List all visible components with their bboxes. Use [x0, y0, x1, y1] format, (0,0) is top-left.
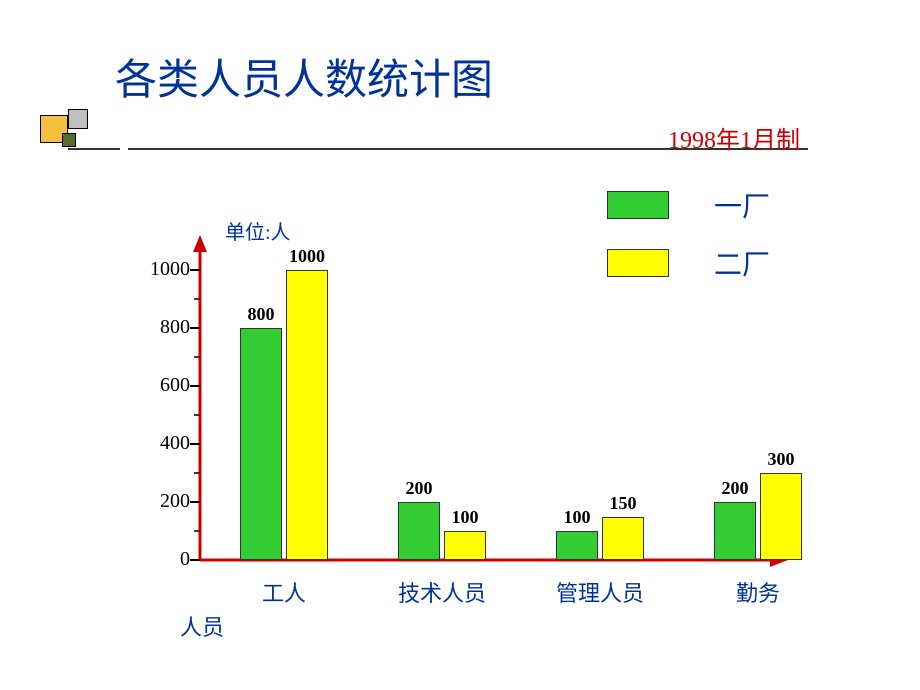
bar-value-label: 1000 [281, 246, 333, 267]
bar [602, 517, 644, 561]
category-label: 技术人员 [398, 576, 486, 608]
bar-value-label: 300 [755, 449, 807, 470]
bar [556, 531, 598, 560]
y-tick-label: 1000 [130, 258, 190, 281]
bar [398, 502, 440, 560]
bar [286, 270, 328, 560]
legend-swatch [607, 191, 669, 219]
bar-value-label: 100 [439, 507, 491, 528]
bar [444, 531, 486, 560]
y-tick-label: 400 [130, 432, 190, 455]
chart-title: 各类人员人数统计图 [115, 46, 493, 107]
bar-value-label: 800 [235, 304, 287, 325]
category-label: 管理人员 [556, 576, 644, 608]
y-tick-label: 600 [130, 374, 190, 397]
chart-subtitle: 1998年1月制 [668, 120, 800, 155]
bar-value-label: 100 [551, 507, 603, 528]
y-tick-label: 800 [130, 316, 190, 339]
bar [714, 502, 756, 560]
bar-value-label: 200 [393, 478, 445, 499]
legend-label: 一厂 [714, 185, 770, 225]
category-label: 工人 [262, 576, 306, 608]
bar-value-label: 200 [709, 478, 761, 499]
category-label: 勤务 [736, 576, 780, 608]
legend-item: 一厂 [607, 185, 770, 225]
bar [240, 328, 282, 560]
bar [760, 473, 802, 560]
y-tick-label: 200 [130, 490, 190, 513]
y-tick-label: 0 [130, 548, 190, 571]
category-label-extra: 人员 [180, 610, 224, 642]
decoration-square [68, 109, 88, 129]
chart-area: 单位:人 020040060080010008001000工人200100技术人… [130, 220, 780, 590]
title-underline [68, 148, 120, 150]
axes [130, 220, 810, 620]
bar-value-label: 150 [597, 493, 649, 514]
decoration-square [62, 133, 76, 147]
